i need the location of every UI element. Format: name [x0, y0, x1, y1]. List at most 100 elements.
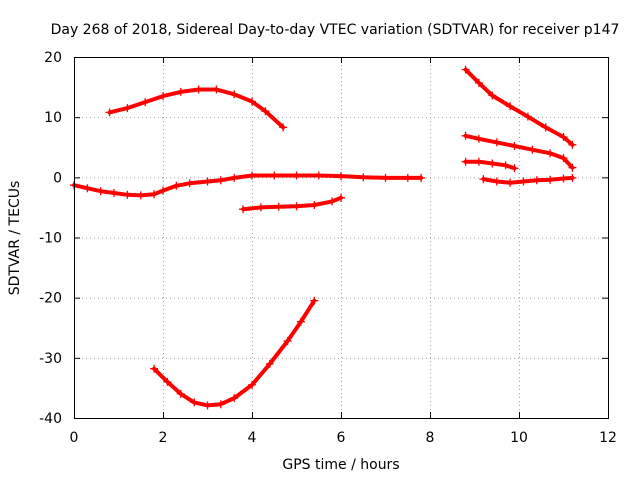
- series-trace: [72, 173, 424, 198]
- data-point: [230, 394, 239, 403]
- x-tick-label: 4: [248, 430, 257, 446]
- data-point: [279, 123, 288, 132]
- data-point: [310, 296, 319, 305]
- data-point: [559, 154, 568, 163]
- series-trace: [152, 298, 317, 408]
- y-axis-label: SDTVAR / TECUs: [7, 181, 23, 296]
- data-point: [216, 176, 225, 185]
- data-point: [172, 181, 181, 190]
- series-trace: [107, 87, 286, 130]
- series-trace: [463, 67, 575, 147]
- data-point: [310, 201, 319, 209]
- data-point: [292, 202, 301, 211]
- y-tick-label: 20: [44, 50, 62, 66]
- data-series-6: [461, 131, 577, 172]
- x-tick-label: 10: [510, 430, 528, 446]
- data-point: [559, 133, 568, 141]
- data-series-5: [461, 65, 577, 149]
- chart-title: Day 268 of 2018, Sidereal Day-to-day VTE…: [51, 22, 620, 38]
- data-point: [492, 177, 501, 186]
- data-point: [461, 65, 470, 74]
- data-point: [501, 161, 510, 170]
- data-point: [568, 140, 577, 149]
- data-point: [337, 193, 345, 202]
- data-point: [541, 123, 550, 132]
- data-point: [159, 92, 167, 101]
- data-point: [337, 172, 345, 181]
- data-point: [141, 98, 150, 107]
- data-point: [328, 197, 337, 206]
- data-point: [176, 87, 185, 96]
- data-point: [185, 179, 194, 188]
- grid: [74, 57, 608, 418]
- data-point: [546, 175, 555, 184]
- data-point: [136, 191, 145, 200]
- data-point: [528, 145, 537, 154]
- data-point: [265, 359, 274, 368]
- data-series-4: [150, 296, 319, 410]
- data-series: [70, 65, 577, 410]
- data-point: [248, 97, 256, 106]
- data-series-7: [461, 157, 519, 173]
- data-point: [212, 85, 221, 94]
- data-point: [190, 398, 199, 407]
- x-axis-label: GPS time / hours: [282, 457, 399, 473]
- data-point: [568, 163, 577, 172]
- data-point: [96, 187, 105, 196]
- x-tick-label: 6: [337, 430, 346, 446]
- data-point: [381, 173, 390, 182]
- data-point: [261, 107, 270, 116]
- data-point: [506, 102, 515, 111]
- data-point: [417, 173, 426, 182]
- y-tick-label: -40: [39, 411, 62, 427]
- data-point: [150, 364, 159, 373]
- data-point: [568, 173, 577, 182]
- data-point: [506, 178, 515, 187]
- y-tick-label: 10: [44, 110, 62, 126]
- y-tick-label: -10: [39, 231, 62, 247]
- data-point: [546, 149, 555, 158]
- data-point: [105, 108, 114, 117]
- data-point: [314, 171, 323, 180]
- data-point: [270, 171, 279, 180]
- data-point: [150, 190, 159, 199]
- data-point: [292, 171, 301, 180]
- x-tick-label: 8: [426, 430, 435, 446]
- tick-labels: 0 2 4 6 8 10 12 -40 -30 -20 -10 0 10 20: [39, 50, 617, 446]
- data-point: [230, 173, 239, 182]
- data-point: [283, 337, 292, 345]
- data-point: [510, 164, 519, 173]
- data-point: [123, 190, 132, 199]
- data-point: [110, 189, 118, 197]
- data-point: [474, 157, 483, 166]
- x-tick-label: 2: [159, 430, 168, 446]
- data-point: [519, 177, 528, 186]
- data-series-2: [70, 171, 426, 200]
- data-point: [488, 159, 497, 168]
- data-point: [216, 400, 225, 409]
- data-point: [194, 85, 203, 94]
- y-tick-label: -20: [39, 291, 62, 307]
- data-point: [474, 78, 483, 87]
- data-point: [359, 173, 368, 182]
- data-point: [203, 177, 212, 186]
- data-point: [256, 203, 265, 212]
- x-tick-label: 0: [70, 430, 79, 446]
- data-point: [461, 131, 470, 140]
- plot-frame: [74, 57, 609, 419]
- data-series-8: [479, 173, 577, 187]
- data-point: [248, 380, 256, 389]
- data-point: [403, 173, 412, 182]
- data-point: [230, 90, 239, 99]
- y-tick-label: 0: [53, 170, 62, 186]
- data-point: [488, 91, 497, 100]
- data-point: [474, 134, 483, 143]
- data-point: [176, 389, 185, 398]
- data-point: [523, 112, 532, 121]
- data-point: [559, 174, 568, 183]
- data-point: [296, 317, 305, 326]
- data-series-3: [239, 193, 345, 214]
- data-point: [239, 205, 248, 214]
- data-point: [274, 202, 283, 211]
